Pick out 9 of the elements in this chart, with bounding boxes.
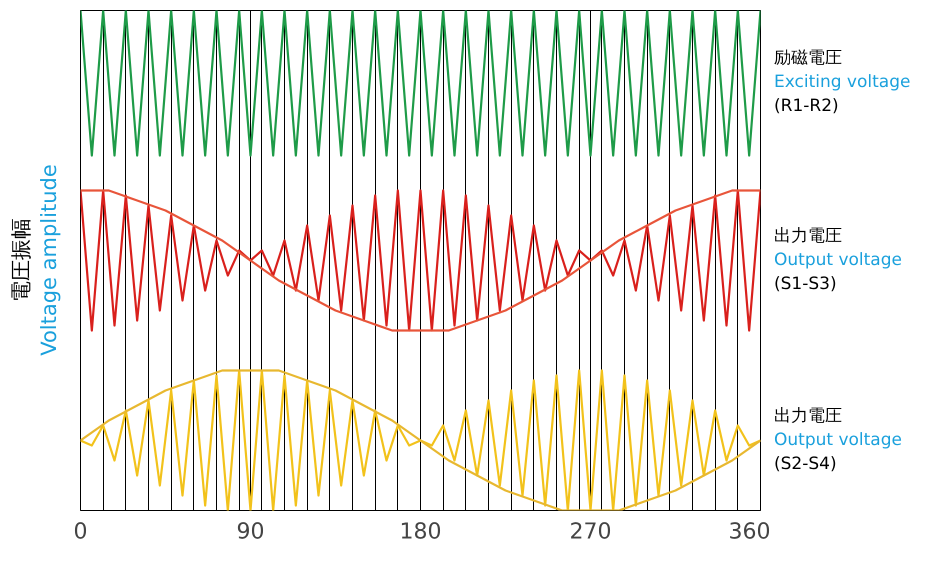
- x-tick-label: 90: [236, 520, 265, 544]
- x-tick-label: 360: [728, 520, 771, 544]
- x-tick-label: 0: [74, 520, 88, 544]
- series-label: 出力電圧 Output voltage (S1-S3): [774, 225, 902, 296]
- x-tick-label: 180: [400, 520, 442, 544]
- series-label: 出力電圧 Output voltage (S2-S4): [774, 405, 902, 476]
- series-label: 励磁電圧 Exciting voltage (R1-R2): [774, 47, 910, 118]
- x-tick-label: 270: [570, 520, 612, 544]
- y-axis-title: 電圧振幅 Voltage amplitude: [8, 164, 62, 356]
